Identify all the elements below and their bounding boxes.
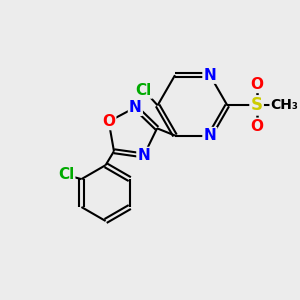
Text: S: S bbox=[250, 96, 262, 114]
Text: Cl: Cl bbox=[58, 167, 74, 182]
Text: N: N bbox=[129, 100, 142, 115]
Text: CH₃: CH₃ bbox=[271, 98, 298, 112]
Text: N: N bbox=[203, 68, 216, 83]
Text: O: O bbox=[250, 77, 263, 92]
Text: N: N bbox=[137, 148, 150, 163]
Text: Cl: Cl bbox=[136, 82, 152, 98]
Text: N: N bbox=[203, 128, 216, 143]
Text: O: O bbox=[250, 119, 263, 134]
Text: O: O bbox=[102, 114, 115, 129]
